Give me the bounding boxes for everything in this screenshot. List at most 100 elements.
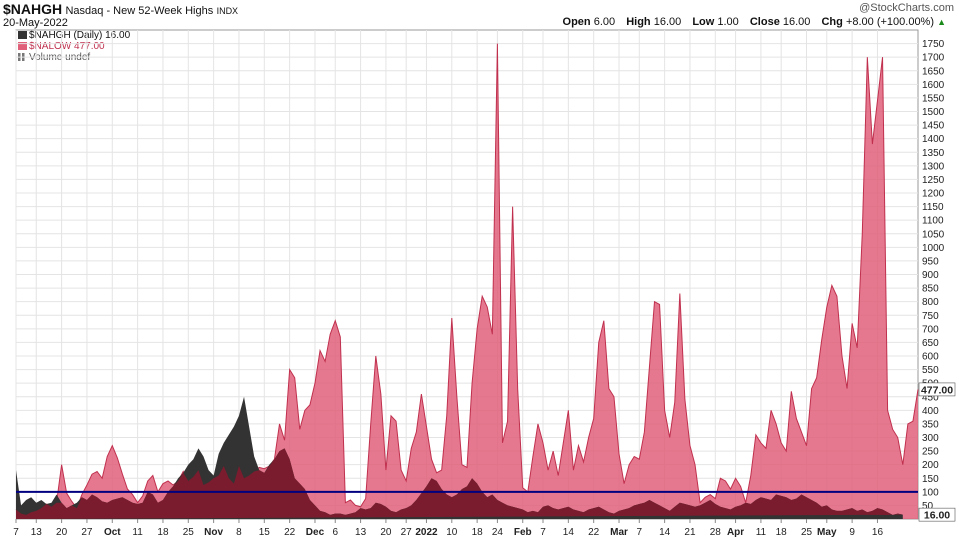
low-value: 1.00: [717, 16, 739, 28]
exchange-label: INDX: [216, 6, 239, 16]
y-tick-label: 650: [922, 338, 939, 349]
x-tick-label: 2022: [415, 527, 438, 538]
y-tick-label: 800: [922, 297, 939, 308]
y-tick-label: 200: [922, 460, 939, 471]
x-tick-label: 22: [588, 527, 600, 538]
x-tick-label: 6: [332, 527, 338, 538]
legend-item-nalow: $NALOW 477.00: [18, 41, 130, 52]
y-tick-label: 550: [922, 365, 939, 376]
x-tick-label: 11: [132, 527, 143, 538]
y-tick-label: 700: [922, 324, 939, 335]
close-value: 16.00: [782, 16, 811, 28]
x-tick-label: 16: [872, 527, 884, 538]
ticker-symbol: $NAHGH: [3, 1, 63, 17]
last-label-nalow: 477.00: [918, 382, 956, 397]
x-tick-label: 7: [637, 527, 643, 538]
y-tick-label: 1600: [922, 80, 945, 91]
y-tick-label: 1350: [922, 148, 945, 159]
y-tick-label: 1450: [922, 121, 945, 132]
y-tick-label: 50: [922, 501, 934, 512]
brand-label: @StockCharts.com: [859, 2, 954, 14]
x-tick-label: 14: [659, 527, 671, 538]
x-axis: 7 13 20 27 Oct 11 18 25 Nov 8 15 22 Dec 6 13 20 27 2022 10…: [13, 519, 883, 538]
y-tick-label: 900: [922, 270, 939, 281]
x-tick-label: Nov: [204, 527, 223, 538]
y-tick-label: 300: [922, 433, 939, 444]
x-tick-label: 25: [183, 527, 195, 538]
low-label: Low: [692, 16, 715, 28]
chart-subtitle: Nasdaq - New 52-Week Highs: [65, 5, 214, 17]
y-tick-label: 350: [922, 419, 939, 430]
close-label: Close: [749, 16, 780, 28]
x-tick-label: May: [817, 527, 837, 538]
y-tick-label: 1150: [922, 202, 944, 213]
x-tick-label: Dec: [306, 527, 325, 538]
area-swatch-icon: [18, 31, 27, 39]
chart-title: $NAHGH Nasdaq - New 52-Week Highs INDX: [3, 1, 238, 17]
x-tick-label: 13: [355, 527, 367, 538]
x-tick-label: 8: [236, 527, 242, 538]
up-arrow-icon: ▲: [937, 17, 946, 27]
y-tick-label: 850: [922, 284, 939, 295]
x-tick-label: 24: [492, 527, 504, 538]
series-overlap-area: [16, 448, 903, 519]
y-tick-label: 1300: [922, 161, 945, 172]
last-label-nahgh-text: 16.00: [924, 510, 950, 522]
grid-lines: [15, 29, 919, 520]
open-label: Open: [562, 16, 591, 28]
x-tick-label: 27: [401, 527, 413, 538]
x-tick-label: 7: [540, 527, 546, 538]
series-area-nalow: [16, 43, 918, 519]
y-tick-label: 1400: [922, 134, 945, 145]
x-tick-label: Mar: [610, 527, 628, 538]
last-label-nalow-box: [918, 382, 956, 397]
x-tick-label: 18: [776, 527, 788, 538]
x-tick-label: 18: [472, 527, 484, 538]
high-value: 16.00: [653, 16, 682, 28]
y-tick-label: 250: [922, 447, 939, 458]
last-label-nahgh: 16.00: [918, 507, 956, 522]
x-tick-label: Apr: [727, 527, 744, 538]
y-tick-label: 1050: [922, 229, 945, 240]
last-label-nahgh-box: [918, 507, 956, 522]
last-label-nalow-text: 477.00: [921, 384, 953, 396]
x-tick-label: 21: [684, 527, 696, 538]
y-tick-label: 1500: [922, 107, 945, 118]
x-tick-label: 22: [284, 527, 296, 538]
x-tick-label: 11: [756, 527, 767, 538]
x-tick-label: Feb: [514, 527, 532, 538]
y-tick-label: 1700: [922, 53, 945, 64]
legend-label-nalow: $NALOW 477.00: [29, 41, 105, 52]
y-tick-label: 1200: [922, 189, 945, 200]
x-tick-label: 28: [710, 527, 722, 538]
x-tick-label: 7: [13, 527, 19, 538]
chart-date: 20-May-2022: [3, 17, 68, 29]
x-tick-label: Oct: [104, 527, 121, 538]
y-tick-label: 1550: [922, 93, 945, 104]
legend-label-nahgh: $NAHGH (Daily) 16.00: [29, 30, 131, 41]
x-tick-label: 20: [380, 527, 392, 538]
x-tick-label: 20: [56, 527, 68, 538]
y-tick-label: 750: [922, 311, 939, 322]
y-tick-label: 100: [922, 487, 939, 498]
open-value: 6.00: [593, 16, 616, 28]
y-tick-label: 150: [922, 474, 939, 485]
legend-item-nahgh: $NAHGH (Daily) 16.00: [18, 30, 130, 41]
y-tick-label: 1750: [922, 39, 945, 50]
x-tick-label: 10: [446, 527, 458, 538]
ohlc-readout: Open 6.00 High 16.00 Low 1.00 Close 16.0…: [563, 16, 946, 28]
x-tick-label: 27: [81, 527, 93, 538]
y-axis: 5010015020025030035040045050055060065070…: [922, 39, 945, 512]
chg-value: +8.00 (+100.00%): [845, 16, 935, 28]
x-tick-label: 25: [801, 527, 813, 538]
data-areas: [15, 43, 919, 519]
high-label: High: [626, 16, 651, 28]
y-tick-label: 1650: [922, 66, 945, 77]
last-value-labels: 477.00 16.00: [918, 382, 956, 522]
chg-label: Chg: [821, 16, 843, 28]
x-tick-label: 14: [563, 527, 575, 538]
y-tick-label: 450: [922, 392, 939, 403]
y-tick-label: 1250: [922, 175, 945, 186]
y-tick-label: 1000: [922, 243, 945, 254]
